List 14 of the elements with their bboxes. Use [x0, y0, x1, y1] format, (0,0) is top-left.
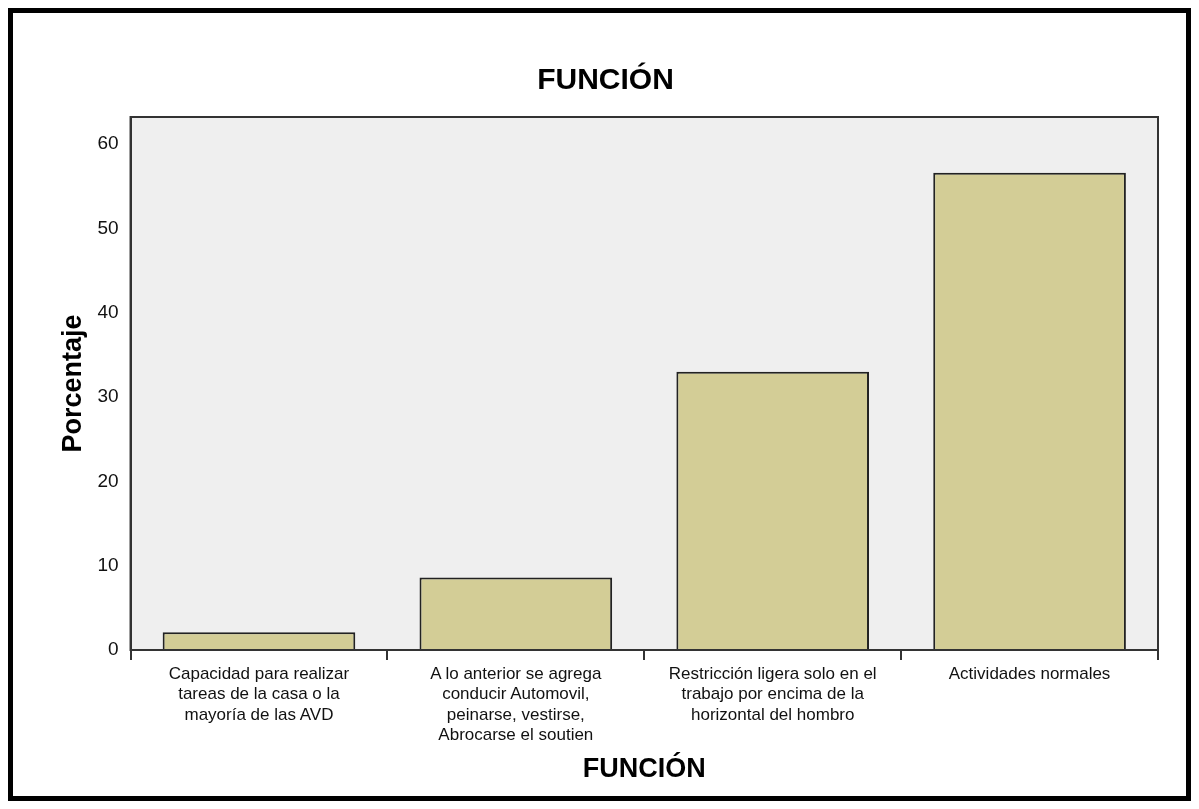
chart-title: FUNCIÓN [537, 62, 674, 96]
y-tick-label: 50 [97, 216, 119, 238]
x-axis-title: FUNCIÓN [582, 752, 706, 784]
x-tick-label: A lo anterior se agrega conducir Automovil, peinarse, vestirse, Abrocarse el soutien [430, 663, 602, 745]
y-tick-label: 0 [107, 638, 119, 660]
x-tick-label: Actividades normales [948, 663, 1111, 683]
y-tick-label: 20 [97, 469, 119, 491]
y-axis-title: Porcentaje [56, 314, 87, 453]
y-tick-label: 10 [97, 553, 119, 575]
y-tick-label: 60 [97, 132, 119, 154]
y-tick-label: 40 [97, 300, 119, 322]
x-tick-label: Capacidad para realizar tareas de la casa o la mayoría de las AVD [168, 663, 350, 724]
y-tick-label: 30 [97, 385, 119, 407]
x-tick-label: Restricción ligera solo en el trabajo por encima de la horizontal del hombro [668, 663, 877, 724]
